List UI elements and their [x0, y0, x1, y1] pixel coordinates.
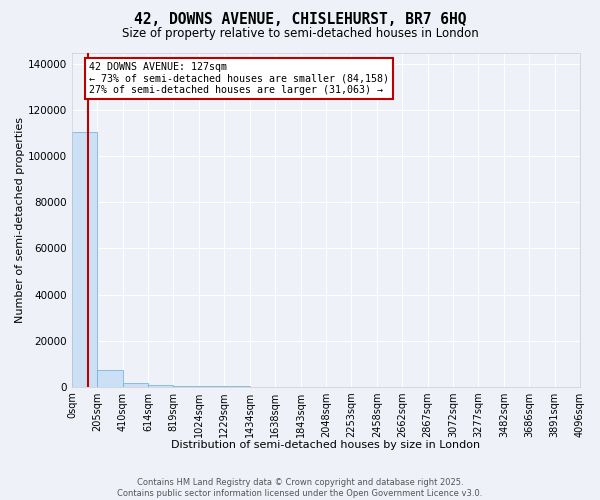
- Text: Contains HM Land Registry data © Crown copyright and database right 2025.
Contai: Contains HM Land Registry data © Crown c…: [118, 478, 482, 498]
- Bar: [123, 382, 148, 386]
- Text: 42 DOWNS AVENUE: 127sqm
← 73% of semi-detached houses are smaller (84,158)
27% o: 42 DOWNS AVENUE: 127sqm ← 73% of semi-de…: [89, 62, 389, 95]
- X-axis label: Distribution of semi-detached houses by size in London: Distribution of semi-detached houses by …: [172, 440, 481, 450]
- Bar: [148, 385, 173, 386]
- Text: 42, DOWNS AVENUE, CHISLEHURST, BR7 6HQ: 42, DOWNS AVENUE, CHISLEHURST, BR7 6HQ: [134, 12, 466, 28]
- Bar: [97, 370, 123, 386]
- Y-axis label: Number of semi-detached properties: Number of semi-detached properties: [15, 116, 25, 322]
- Text: Size of property relative to semi-detached houses in London: Size of property relative to semi-detach…: [122, 28, 478, 40]
- Bar: [72, 132, 97, 386]
